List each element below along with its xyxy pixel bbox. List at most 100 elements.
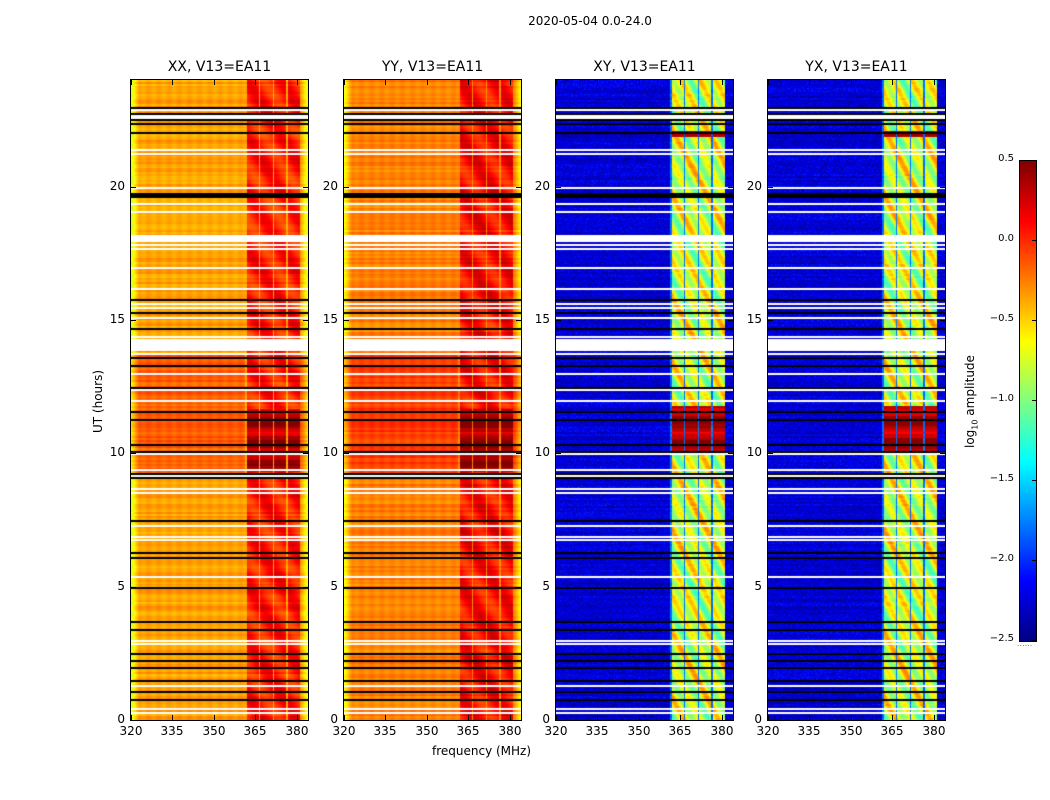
- x-tick-mark: [385, 80, 386, 85]
- x-tick-label: 380: [710, 724, 734, 738]
- x-tick-label: 380: [285, 724, 309, 738]
- x-tick-mark: [722, 715, 723, 720]
- y-tick-mark: [303, 720, 308, 721]
- colorbar-gradient: [1019, 160, 1037, 642]
- x-tick-mark: [597, 80, 598, 85]
- x-axis-label: frequency (MHz): [432, 744, 532, 758]
- x-tick-label: 335: [373, 724, 397, 738]
- x-tick-mark: [131, 80, 132, 85]
- y-tick-mark: [940, 453, 945, 454]
- y-tick-mark: [556, 320, 561, 321]
- y-tick-label: 5: [117, 579, 125, 593]
- x-tick-label: 365: [456, 724, 480, 738]
- x-tick-label: 335: [160, 724, 184, 738]
- panel-title-yy: YY, V13=EA11: [381, 59, 484, 75]
- x-tick-label: 335: [585, 724, 609, 738]
- colorbar-label: log10 amplitude: [963, 355, 980, 448]
- y-tick-mark: [728, 587, 733, 588]
- panel-title-yx: YX, V13=EA11: [805, 59, 908, 75]
- x-tick-mark: [768, 80, 769, 85]
- panel-title-xx: XX, V13=EA11: [167, 59, 272, 75]
- colorbar-tick-mark: [1032, 400, 1036, 401]
- x-tick-label: 365: [880, 724, 904, 738]
- colorbar-tick-mark: [1032, 160, 1036, 161]
- x-tick-mark: [468, 715, 469, 720]
- colorbar-tick-label: −1.5: [989, 473, 1014, 484]
- x-tick-mark: [556, 715, 557, 720]
- y-tick-mark: [728, 453, 733, 454]
- x-tick-mark: [851, 80, 852, 85]
- x-tick-mark: [892, 715, 893, 720]
- x-tick-mark: [851, 715, 852, 720]
- y-tick-label: 20: [322, 179, 338, 193]
- y-tick-mark: [768, 720, 773, 721]
- x-tick-label: 350: [415, 724, 439, 738]
- y-tick-mark: [303, 187, 308, 188]
- y-tick-mark: [344, 320, 349, 321]
- x-tick-label: 320: [544, 724, 568, 738]
- y-tick-label: 20: [534, 179, 550, 193]
- axes-frame-yx: [767, 79, 946, 721]
- y-tick-mark: [728, 187, 733, 188]
- panel-title-xy: XY, V13=EA11: [593, 59, 696, 75]
- y-tick-mark: [516, 187, 521, 188]
- y-tick-label: 5: [754, 579, 762, 593]
- x-tick-label: 320: [756, 724, 780, 738]
- x-tick-label: 320: [332, 724, 356, 738]
- x-tick-mark: [510, 715, 511, 720]
- colorbar-tick-mark: [1032, 320, 1036, 321]
- x-tick-mark: [639, 715, 640, 720]
- y-tick-label: 5: [330, 579, 338, 593]
- heatmap-yx: [768, 80, 945, 720]
- x-tick-mark: [172, 715, 173, 720]
- x-tick-mark: [255, 80, 256, 85]
- colorbar-tick-mark: [1032, 240, 1036, 241]
- y-tick-label: 0: [330, 712, 338, 726]
- colorbar-tick-label: −2.5: [989, 633, 1014, 644]
- y-tick-label: 20: [746, 179, 762, 193]
- x-tick-mark: [639, 80, 640, 85]
- x-tick-label: 365: [243, 724, 267, 738]
- y-tick-mark: [556, 720, 561, 721]
- x-tick-label: 350: [202, 724, 226, 738]
- y-tick-mark: [344, 720, 349, 721]
- y-tick-mark: [768, 187, 773, 188]
- y-tick-mark: [303, 320, 308, 321]
- axes-frame-xy: [555, 79, 734, 721]
- colorbar-tick-mark: [1032, 480, 1036, 481]
- y-tick-label: 15: [534, 312, 550, 326]
- y-tick-label: 20: [109, 179, 125, 193]
- colorbar-tick-mark: [1032, 640, 1036, 641]
- y-tick-mark: [728, 720, 733, 721]
- y-tick-label: 10: [534, 445, 550, 459]
- y-tick-mark: [768, 587, 773, 588]
- x-tick-mark: [809, 80, 810, 85]
- x-tick-mark: [297, 80, 298, 85]
- colorbar-tick-label: −0.5: [989, 313, 1014, 324]
- x-tick-mark: [934, 715, 935, 720]
- heatmap-xx: [131, 80, 308, 720]
- x-tick-mark: [385, 715, 386, 720]
- x-tick-label: 380: [498, 724, 522, 738]
- y-tick-label: 15: [109, 312, 125, 326]
- y-tick-mark: [131, 320, 136, 321]
- x-tick-label: 335: [797, 724, 821, 738]
- y-tick-mark: [344, 187, 349, 188]
- colorbar-tick-label: 0.5: [998, 153, 1014, 164]
- x-tick-mark: [556, 80, 557, 85]
- x-tick-mark: [255, 715, 256, 720]
- colorbar-tick-label: −1.0: [989, 393, 1014, 404]
- y-tick-mark: [131, 587, 136, 588]
- colorbar-dots: ......: [1017, 639, 1033, 648]
- y-tick-mark: [556, 187, 561, 188]
- y-tick-mark: [768, 320, 773, 321]
- y-tick-mark: [516, 453, 521, 454]
- y-tick-label: 15: [746, 312, 762, 326]
- y-tick-mark: [303, 453, 308, 454]
- x-tick-label: 350: [627, 724, 651, 738]
- x-tick-mark: [297, 715, 298, 720]
- x-tick-mark: [131, 715, 132, 720]
- x-tick-label: 350: [839, 724, 863, 738]
- y-tick-mark: [940, 587, 945, 588]
- y-tick-label: 0: [542, 712, 550, 726]
